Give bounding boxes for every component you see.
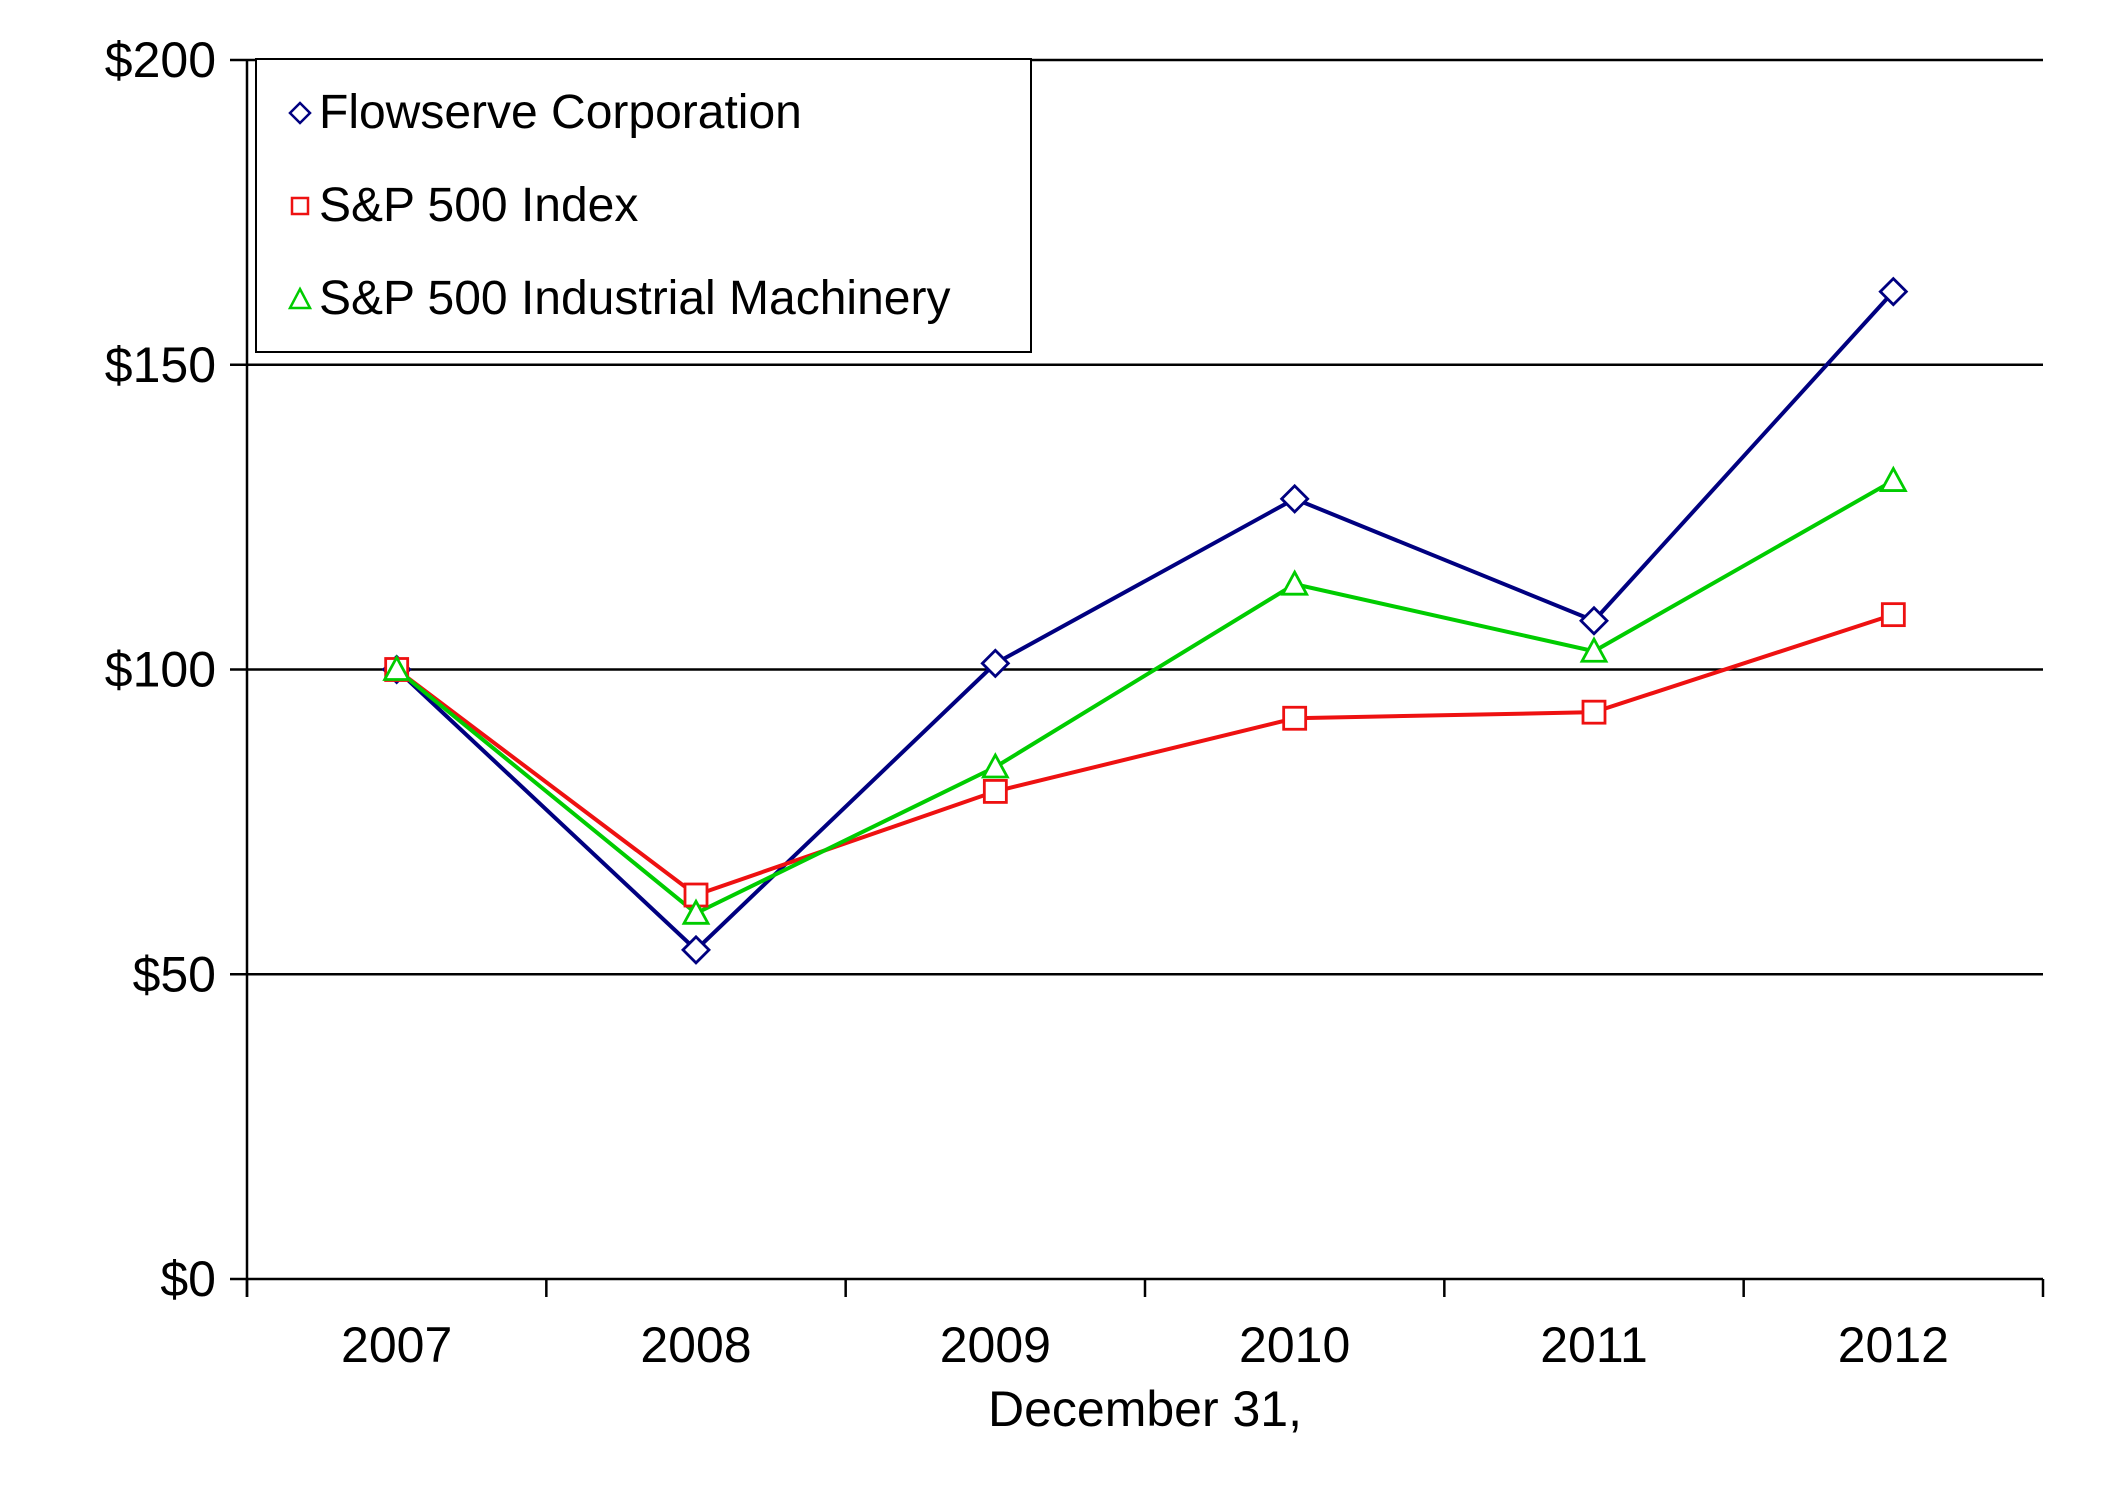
square-marker-icon [1581, 699, 1607, 725]
legend-label: S&P 500 Index [319, 178, 639, 232]
diamond-marker-icon [980, 648, 1011, 679]
square-marker-icon [1282, 705, 1308, 731]
square-marker-icon [982, 779, 1008, 804]
series-line-s-p-500-industrial-machinery [395, 478, 1895, 916]
triangle-marker-icon [287, 285, 313, 309]
triangle-marker-icon [1579, 636, 1609, 663]
diamond-marker-icon [1579, 605, 1609, 636]
series-line-s-p-500-index [395, 612, 1894, 898]
y-tick-label: $50 [133, 946, 216, 1002]
y-tick-label: $150 [105, 337, 216, 393]
x-tick-label: 2012 [1838, 1317, 1949, 1373]
triangle-marker-icon [980, 752, 1010, 779]
triangle-marker-icon [1878, 465, 1908, 492]
x-tick-label: 2009 [940, 1317, 1051, 1373]
legend-box: Flowserve Corporation S&P 500 Index S&P 50… [255, 58, 1032, 353]
x-tick-label: 2011 [1540, 1317, 1648, 1373]
y-tick-label: $100 [105, 642, 216, 698]
diamond-marker-icon [288, 100, 312, 125]
legend-label: Flowserve Corporation [319, 85, 802, 139]
y-tick-label: $200 [105, 32, 216, 88]
triangle-marker-icon [681, 898, 711, 925]
diamond-marker-icon [1279, 483, 1310, 514]
legend-label: S&P 500 Industrial Machinery [319, 271, 951, 325]
x-axis-title: December 31, [987, 1381, 1303, 1437]
x-tick-label: 2008 [640, 1317, 751, 1373]
triangle-marker-icon [1280, 569, 1310, 596]
square-marker-icon [1880, 602, 1906, 628]
square-marker-icon [290, 196, 310, 215]
x-tick-label: 2010 [1239, 1317, 1350, 1373]
legend-item-s-p-500-industrial-machinery: S&P 500 Industrial Machinery [283, 271, 1030, 325]
series-line-flowserve-corporation [395, 290, 1895, 953]
legend-item-s-p-500-index: S&P 500 Index [283, 178, 1030, 232]
y-tick-label: $0 [160, 1251, 216, 1307]
legend-item-flowserve-corporation: Flowserve Corporation [283, 85, 1030, 139]
diamond-marker-icon [1878, 276, 1909, 307]
triangle-marker-icon [382, 654, 412, 681]
diamond-marker-icon [681, 934, 711, 965]
x-tick-label: 2007 [341, 1317, 452, 1373]
